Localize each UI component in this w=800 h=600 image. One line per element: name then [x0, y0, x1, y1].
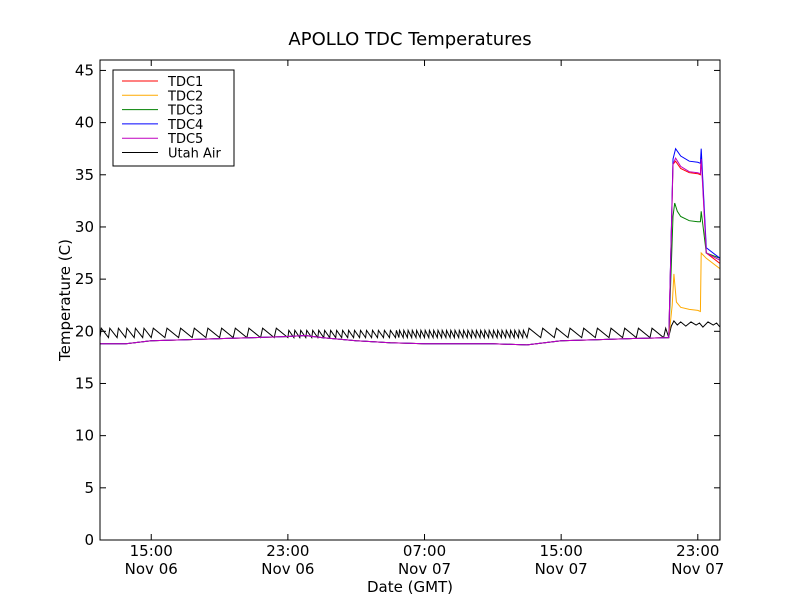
x-tick-date-label: Nov 07	[535, 560, 588, 578]
y-axis-label: Temperature (C)	[56, 239, 74, 362]
legend-label: TDC5	[167, 132, 203, 147]
y-tick-label: 30	[75, 218, 94, 236]
y-tick-label: 35	[75, 166, 94, 184]
legend-label: TDC3	[167, 104, 203, 119]
legend-label: Utah Air	[168, 147, 221, 162]
y-tick-label: 45	[75, 61, 94, 79]
legend-box	[112, 69, 235, 167]
x-tick-time-label: 23:00	[266, 542, 309, 560]
y-tick-label: 20	[75, 322, 94, 340]
x-tick-time-label: 23:00	[676, 542, 719, 560]
x-tick-date-label: Nov 06	[261, 560, 314, 578]
legend-label: TDC4	[167, 118, 203, 133]
y-tick-label: 10	[75, 427, 94, 445]
plot-frame	[99, 59, 721, 541]
x-tick-time-label: 07:00	[403, 542, 446, 560]
y-tick-label: 40	[75, 114, 94, 132]
legend-label: TDC2	[167, 89, 203, 104]
chart-title: APOLLO TDC Temperatures	[288, 29, 531, 50]
y-tick-label: 5	[84, 479, 94, 497]
series-layer	[100, 147, 720, 346]
series-line-utah-air	[100, 319, 720, 340]
x-tick-date-label: Nov 07	[671, 560, 724, 578]
x-tick-time-label: 15:00	[130, 542, 173, 560]
series-line-tdc5	[100, 157, 720, 346]
x-tick-time-label: 15:00	[540, 542, 583, 560]
x-tick-date-label: Nov 06	[125, 560, 178, 578]
y-tick-label: 15	[75, 374, 94, 392]
y-tick-label: 0	[84, 531, 94, 549]
legend-label: TDC1	[167, 75, 203, 90]
x-tick-date-label: Nov 07	[398, 560, 451, 578]
x-axis-label: Date (GMT)	[367, 578, 453, 596]
y-tick-label: 25	[75, 270, 94, 288]
